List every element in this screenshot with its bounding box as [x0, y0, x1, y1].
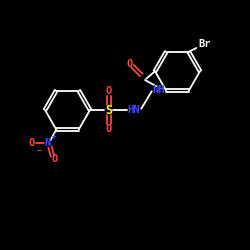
Text: S: S: [105, 104, 112, 117]
Text: O: O: [127, 59, 133, 69]
Text: O: O: [52, 154, 58, 164]
Text: O: O: [29, 138, 35, 148]
Text: NH: NH: [152, 85, 165, 95]
Text: O: O: [106, 86, 112, 96]
Text: N: N: [44, 138, 51, 148]
Text: −: −: [37, 146, 41, 155]
Text: O: O: [106, 124, 112, 134]
Text: +: +: [52, 132, 57, 141]
Text: HN: HN: [128, 105, 140, 115]
Text: Br: Br: [199, 39, 211, 49]
